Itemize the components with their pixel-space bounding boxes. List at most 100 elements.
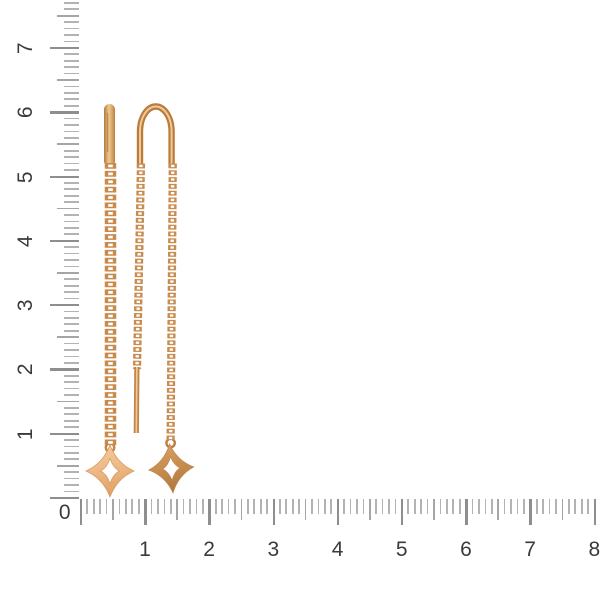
ruler-tick — [86, 499, 89, 514]
ruler-tick — [221, 499, 223, 514]
ruler-tick — [343, 499, 345, 514]
ruler-label-h-6: 6 — [460, 537, 473, 561]
ruler-tick — [458, 499, 461, 514]
ruler-tick — [64, 8, 79, 11]
ruler-tick — [291, 499, 294, 514]
ruler-tick — [64, 407, 79, 409]
ruler-tick — [131, 499, 134, 514]
ruler-tick — [64, 439, 79, 441]
ruler-tick — [64, 323, 79, 326]
ruler-tick — [64, 278, 79, 281]
ruler-tick — [208, 499, 211, 525]
ruler-tick — [189, 499, 191, 514]
ruler-tick — [510, 499, 512, 514]
ruler-tick — [64, 66, 79, 69]
ruler-tick — [439, 499, 442, 514]
ruler-tick — [137, 499, 140, 514]
ruler-tick — [57, 336, 79, 339]
ruler-tick — [57, 464, 79, 467]
ruler-tick — [64, 59, 79, 62]
ruler-tick — [407, 499, 410, 514]
ruler-label-zero: 0 — [58, 500, 72, 524]
ruler-tick — [64, 458, 79, 461]
ruler-tick — [555, 499, 557, 514]
ruler-tick — [561, 499, 564, 520]
ruler-tick — [240, 499, 243, 520]
ruler-tick — [64, 201, 79, 204]
ruler-tick — [64, 188, 79, 191]
ruler-tick — [150, 499, 153, 514]
ruler-tick — [50, 497, 79, 500]
ruler-label-h-8: 8 — [588, 537, 600, 561]
earring-right — [132, 103, 195, 494]
ruler-tick — [64, 484, 79, 486]
ruler-tick — [99, 499, 102, 514]
ruler-tick — [64, 162, 79, 165]
ruler-tick — [64, 317, 79, 319]
ruler-tick — [64, 471, 79, 474]
ruler-tick — [368, 499, 371, 520]
ruler-tick — [176, 499, 179, 520]
ruler-tick — [50, 432, 79, 436]
ruler-tick — [336, 499, 340, 525]
ruler-tick — [50, 47, 79, 50]
ruler-tick — [64, 246, 79, 249]
ruler-tick — [401, 499, 404, 525]
right-back-chain — [132, 163, 146, 370]
right-front-chain — [166, 163, 177, 441]
ruler-tick — [317, 499, 320, 514]
ruler-tick — [64, 387, 79, 390]
ruler-tick — [195, 499, 198, 514]
ruler-tick — [50, 304, 79, 307]
ruler-tick — [227, 499, 230, 514]
ruler-tick — [311, 499, 313, 514]
ruler-tick — [57, 272, 79, 274]
ruler-tick — [356, 499, 358, 514]
ruler-tick — [64, 227, 79, 229]
ruler-tick — [64, 381, 79, 384]
ruler-tick — [64, 297, 79, 300]
ruler-tick — [484, 499, 487, 514]
ruler-tick — [50, 175, 79, 178]
ruler-tick — [64, 490, 79, 493]
ruler-label-h-7: 7 — [524, 537, 537, 561]
ruler-tick — [580, 499, 583, 514]
ruler-tick — [478, 499, 480, 514]
ruler-tick — [381, 499, 384, 514]
ruler-tick — [64, 355, 79, 358]
ruler-tick — [157, 499, 159, 514]
ruler-tick — [112, 499, 114, 520]
ruler-tick — [523, 499, 525, 514]
ruler-tick — [64, 40, 79, 43]
ruler-tick — [105, 499, 108, 514]
ruler-tick — [246, 499, 249, 514]
ruler-tick — [64, 137, 79, 139]
ruler-tick — [57, 14, 79, 17]
ruler-tick — [50, 368, 79, 371]
ruler-tick — [92, 499, 95, 514]
ruler-tick — [50, 239, 79, 243]
ruler-tick — [279, 499, 281, 514]
ruler-tick — [64, 85, 79, 88]
ruler-tick — [124, 499, 127, 514]
ruler-tick — [163, 499, 166, 514]
ruler-tick — [394, 499, 397, 514]
ruler-tick — [64, 92, 79, 94]
ruler-tick — [497, 499, 500, 520]
left-star-charm — [85, 443, 135, 499]
ruler-tick — [64, 98, 79, 101]
ruler-tick — [64, 265, 79, 268]
ruler-label-h-3: 3 — [267, 537, 280, 561]
ruler-tick — [64, 452, 79, 454]
ruler-tick — [64, 53, 79, 56]
ruler-tick — [64, 349, 79, 351]
ruler-label-h-2: 2 — [203, 537, 216, 561]
ruler-tick — [64, 419, 79, 422]
ruler-tick — [64, 2, 79, 4]
ruler-tick — [64, 284, 79, 287]
ruler-tick — [465, 499, 468, 525]
ruler-tick — [64, 259, 79, 261]
ruler-tick — [202, 499, 204, 514]
right-front-chain-hollows — [168, 163, 175, 441]
